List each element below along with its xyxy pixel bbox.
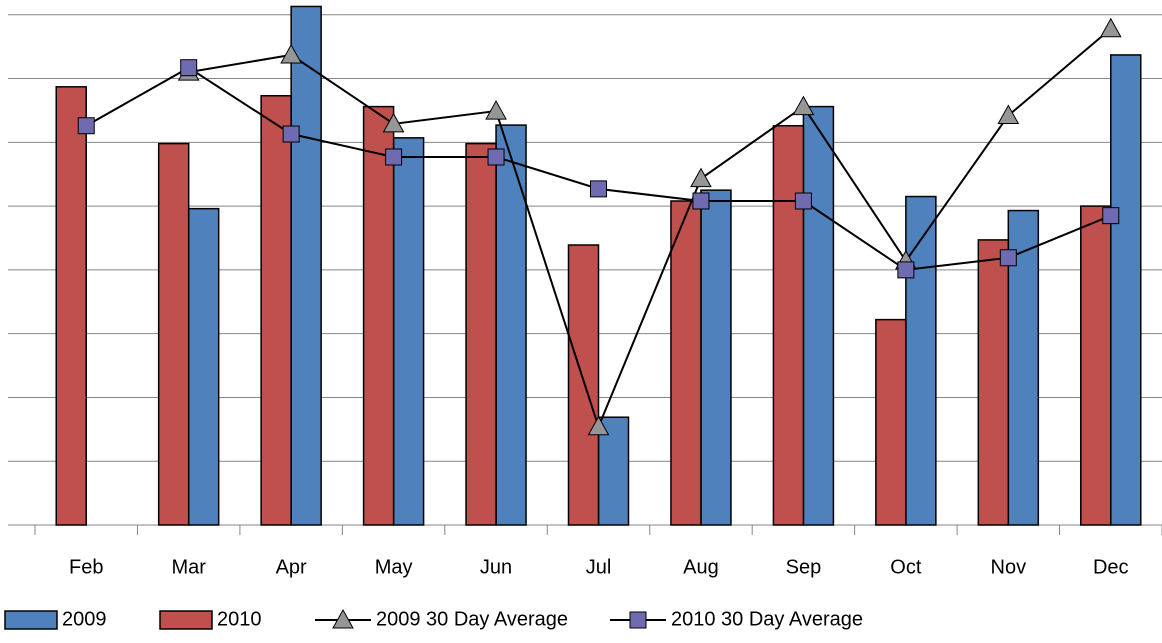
legend-label: 2010 30 Day Average bbox=[671, 608, 863, 630]
legend-swatch bbox=[159, 610, 213, 630]
x-tick-label: Feb bbox=[69, 556, 103, 578]
bar bbox=[1110, 54, 1142, 526]
x-tick-label: May bbox=[375, 556, 413, 578]
x-tick-label: Aug bbox=[683, 556, 719, 578]
bar bbox=[875, 318, 907, 526]
bar bbox=[905, 195, 937, 526]
legend-swatch bbox=[4, 610, 58, 630]
marker bbox=[282, 125, 300, 143]
marker bbox=[1099, 17, 1122, 38]
marker bbox=[897, 261, 915, 279]
bar bbox=[802, 105, 835, 526]
legend-marker bbox=[332, 608, 354, 629]
bar bbox=[260, 95, 292, 526]
bar bbox=[465, 142, 497, 526]
bar bbox=[670, 200, 702, 526]
x-tick-label: Apr bbox=[276, 556, 307, 578]
marker bbox=[382, 112, 405, 133]
bar bbox=[567, 244, 600, 526]
marker bbox=[690, 167, 712, 188]
line bbox=[85, 66, 1112, 271]
marker bbox=[1102, 207, 1120, 225]
bar bbox=[495, 124, 527, 526]
marker bbox=[280, 43, 302, 64]
x-tick-label: Jul bbox=[586, 556, 612, 578]
marker bbox=[485, 100, 507, 120]
bar bbox=[700, 189, 732, 526]
x-tick-label: Dec bbox=[1093, 556, 1129, 578]
bar bbox=[187, 207, 220, 526]
x-tick-label: Mar bbox=[171, 556, 206, 578]
x-tick-label: Sep bbox=[786, 556, 822, 578]
x-tick-label: Oct bbox=[890, 556, 922, 578]
bar bbox=[157, 142, 190, 526]
legend-marker bbox=[629, 611, 647, 629]
marker bbox=[999, 249, 1017, 267]
x-tick-label: Jun bbox=[480, 556, 512, 578]
line bbox=[188, 28, 1112, 430]
bar bbox=[977, 239, 1010, 526]
marker bbox=[487, 148, 505, 166]
legend-label: 2009 30 Day Average bbox=[376, 608, 568, 630]
x-tick-label: Nov bbox=[991, 556, 1027, 578]
bar bbox=[772, 124, 805, 526]
marker bbox=[590, 180, 607, 198]
marker bbox=[692, 192, 710, 210]
bar bbox=[55, 86, 87, 526]
bar bbox=[362, 105, 395, 526]
marker bbox=[587, 415, 610, 436]
legend-label: 2010 bbox=[217, 608, 262, 630]
bar bbox=[290, 5, 322, 526]
marker bbox=[77, 117, 95, 135]
bar bbox=[392, 137, 425, 526]
marker bbox=[385, 148, 403, 166]
marker bbox=[792, 95, 815, 116]
legend-label: 2009 bbox=[62, 608, 107, 630]
marker bbox=[794, 192, 812, 210]
marker bbox=[180, 59, 198, 77]
bar bbox=[1080, 205, 1112, 526]
marker bbox=[997, 104, 1020, 125]
